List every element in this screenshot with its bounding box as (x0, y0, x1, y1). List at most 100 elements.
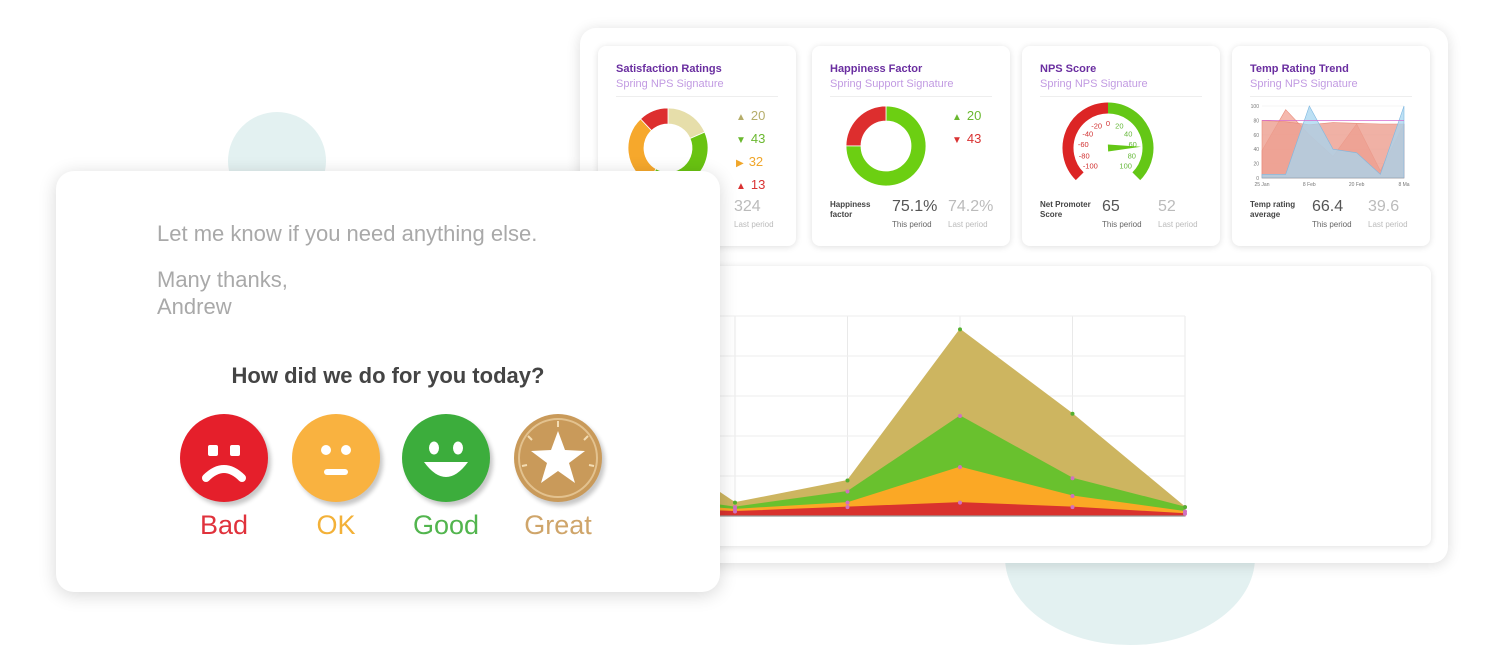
last-period-caption: Last period (734, 220, 774, 229)
this-period-value: 65 (1102, 198, 1120, 215)
bad-rating-button[interactable] (180, 414, 268, 502)
star-icon (518, 418, 598, 498)
y-tick-label: 60 (1253, 133, 1259, 139)
data-point (733, 505, 737, 510)
data-point (1183, 505, 1187, 510)
data-point (958, 327, 962, 332)
arrow-up-icon: ▲ (736, 181, 746, 192)
legend-item: ▶ 32 (736, 151, 765, 174)
email-signature: Andrew (157, 294, 232, 319)
legend-value: 32 (748, 154, 764, 169)
happiness-legend: ▲ 20 ▼ 43 (952, 105, 981, 151)
legend-value: 43 (966, 131, 982, 146)
temp-rating-trend-card[interactable]: Temp Rating Trend Spring NPS Signature 1… (1232, 46, 1430, 246)
data-point (958, 414, 962, 418)
gauge-tick-label: -20 (1091, 122, 1102, 131)
divider (1250, 96, 1412, 97)
this-period-caption: This period (892, 220, 932, 229)
data-point (845, 478, 850, 483)
ok-rating-button[interactable] (292, 414, 380, 502)
y-tick-label: 40 (1253, 147, 1259, 153)
legend-value: 20 (966, 108, 982, 123)
trend-area-series (1261, 105, 1405, 179)
card-subtitle: Spring NPS Signature (616, 78, 724, 90)
gauge-tick-label: -100 (1083, 162, 1098, 171)
happiness-factor-card[interactable]: Happiness Factor Spring Support Signatur… (812, 46, 1010, 246)
legend-item: ▼ 43 (736, 128, 765, 151)
gauge-tick-label: -60 (1078, 140, 1089, 149)
gauge-tick-label: -80 (1079, 152, 1090, 161)
neutral-face-icon (321, 445, 351, 475)
card-title: NPS Score (1040, 63, 1097, 75)
this-period-caption: This period (1102, 220, 1142, 229)
bad-rating-label: Bad (199, 510, 249, 540)
this-period-value: 75.1% (892, 198, 938, 215)
donut-slice (845, 105, 927, 187)
data-point (958, 465, 962, 470)
happy-face-icon (424, 441, 468, 477)
satisfaction-legend: ▲ 20 ▼ 43 ▶ 32 ▲ 13 (736, 105, 765, 197)
legend-value: 43 (750, 131, 766, 146)
period-stats: 324 Last period (616, 198, 786, 234)
data-point (733, 500, 737, 505)
legend-item: ▲ 20 (736, 105, 765, 128)
data-point (1070, 476, 1075, 481)
temp-rating-area-chart: 100 80 60 40 20 025 Jan 8 Feb 20 Feb 8 Ma (1251, 104, 1410, 188)
good-rating-button[interactable] (402, 414, 490, 502)
x-tick-label: 20 Feb (1349, 182, 1365, 188)
metric-label: Temp rating average (1250, 200, 1296, 219)
arrow-right-icon: ▶ (736, 158, 744, 169)
gauge-tick-label: -40 (1082, 129, 1093, 138)
last-period-caption: Last period (948, 220, 988, 229)
data-point (1070, 505, 1075, 510)
arrow-down-icon: ▼ (952, 135, 962, 146)
last-period-caption: Last period (1158, 220, 1198, 229)
donut-slice (845, 105, 887, 147)
gauge-arc (1107, 102, 1154, 181)
legend-item: ▼ 43 (952, 128, 981, 151)
y-tick-label: 20 (1253, 162, 1259, 168)
last-period-value: 52 (1158, 198, 1176, 215)
card-title: Happiness Factor (830, 63, 923, 75)
y-tick-label: 0 (1256, 176, 1259, 182)
card-title: Satisfaction Ratings (616, 63, 722, 75)
x-tick-label: 25 Jan (1254, 182, 1269, 188)
email-body-line: Let me know if you need anything else. (157, 221, 538, 246)
arrow-down-icon: ▼ (736, 135, 746, 146)
good-rating-label: Good (412, 510, 480, 540)
nps-score-card[interactable]: NPS Score Spring NPS Signature -100 -80 -6… (1022, 46, 1220, 246)
card-subtitle: Spring NPS Signature (1040, 78, 1148, 90)
data-point (845, 489, 850, 494)
gauge-tick-label: 100 (1119, 162, 1132, 171)
last-period-value: 74.2% (948, 198, 994, 215)
divider (830, 96, 992, 97)
divider (1040, 96, 1202, 97)
legend-value: 20 (750, 108, 766, 123)
metric-label: Happiness factor (830, 200, 871, 219)
ratings-area-chart-card[interactable] (598, 266, 1431, 546)
period-stats: Happiness factor 75.1% This period 74.2%… (830, 198, 1000, 234)
great-rating-button[interactable] (514, 414, 602, 502)
gauge-tick-label: 80 (1128, 152, 1136, 161)
card-subtitle: Spring NPS Signature (1250, 78, 1358, 90)
legend-item: ▲ 13 (736, 174, 765, 197)
legend-item: ▲ 20 (952, 105, 981, 128)
gauge-tick-label: 40 (1124, 129, 1132, 138)
metric-label: Net Promoter Score (1040, 200, 1091, 219)
gauge-tick-label: 20 (1115, 122, 1123, 131)
legend-value: 13 (750, 177, 766, 192)
period-stats: Net Promoter Score 65 This period 52 Las… (1040, 198, 1210, 234)
arrow-up-icon: ▲ (952, 112, 962, 123)
email-signoff: Many thanks, (157, 267, 288, 292)
ratings-stacked-area-chart (598, 315, 1187, 517)
data-point (845, 505, 850, 510)
y-tick-label: 80 (1253, 118, 1259, 124)
card-title: Temp Rating Trend (1250, 63, 1349, 75)
last-period-value: 324 (734, 198, 761, 215)
last-period-value: 39.6 (1368, 198, 1400, 215)
sad-face-icon (202, 445, 246, 482)
gauge-tick-label: 0 (1106, 119, 1110, 128)
gauge-needle (1107, 144, 1141, 152)
